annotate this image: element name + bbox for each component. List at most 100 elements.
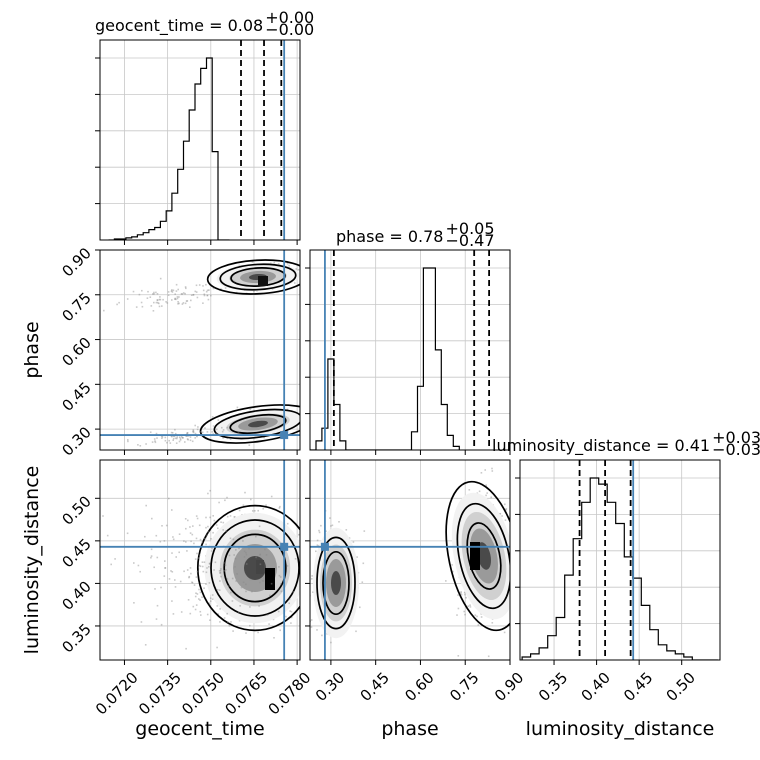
sample-point xyxy=(137,444,139,446)
sample-point xyxy=(237,431,240,433)
sample-point xyxy=(262,507,264,510)
sample-point xyxy=(232,538,235,541)
sample-point xyxy=(331,524,334,527)
sample-point xyxy=(186,300,189,302)
sample-point xyxy=(229,537,232,540)
sample-point xyxy=(242,581,245,584)
sample-point xyxy=(178,440,181,443)
sample-point xyxy=(236,573,238,575)
sample-point xyxy=(445,580,447,582)
sample-point xyxy=(222,429,225,431)
sample-point xyxy=(153,293,155,295)
sample-point xyxy=(307,570,309,572)
y-axis-label-luminosity_distance: luminosity_distance xyxy=(21,466,43,655)
sample-point xyxy=(218,570,221,572)
sample-point xyxy=(212,425,215,427)
sample-point xyxy=(184,441,186,443)
x-tick-label-phase: 0.45 xyxy=(357,669,393,705)
title-upper-error: +0.05 xyxy=(445,219,494,238)
sample-point xyxy=(198,554,201,556)
y-tick-label-phase: 0.75 xyxy=(58,289,94,325)
sample-point xyxy=(204,538,207,540)
sample-point xyxy=(290,622,292,624)
contour-2 xyxy=(206,259,300,295)
sample-point xyxy=(219,569,222,572)
sample-point xyxy=(245,553,248,556)
sample-point xyxy=(192,429,195,431)
sample-point xyxy=(102,515,104,517)
sample-point xyxy=(196,435,198,438)
x-tick-label-geocent_time: 0.0720 xyxy=(92,669,142,719)
sample-point xyxy=(219,621,221,623)
sample-point xyxy=(226,426,228,429)
sample-point xyxy=(191,582,194,584)
sample-point xyxy=(156,299,159,301)
sample-point xyxy=(257,631,259,634)
sample-point xyxy=(248,547,250,550)
sample-point xyxy=(189,306,191,308)
sample-point xyxy=(196,428,199,431)
sample-point xyxy=(468,489,471,491)
sample-point xyxy=(172,613,175,615)
sample-point xyxy=(239,605,241,607)
sample-point xyxy=(139,445,142,447)
sample-point xyxy=(133,562,135,564)
sample-point xyxy=(171,571,174,573)
sample-point xyxy=(227,621,229,623)
panel-frame xyxy=(309,459,511,661)
sample-point xyxy=(206,431,209,433)
sample-point xyxy=(216,589,219,591)
sample-point xyxy=(212,287,215,290)
sample-point xyxy=(226,612,228,615)
sample-point xyxy=(249,578,252,581)
sample-point xyxy=(209,489,211,492)
sample-point xyxy=(277,263,280,265)
sample-point xyxy=(363,530,366,532)
sample-point xyxy=(155,534,158,537)
sample-point xyxy=(185,647,187,650)
sample-point xyxy=(352,541,355,543)
density-shade-3 xyxy=(248,420,268,428)
sample-point xyxy=(249,606,251,608)
sample-point xyxy=(144,644,147,646)
contour-2 xyxy=(199,404,300,444)
sample-point xyxy=(222,521,225,524)
x-tick-label-luminosity_distance: 0.45 xyxy=(620,669,656,705)
sample-point xyxy=(167,291,170,293)
sample-point xyxy=(259,563,262,566)
sample-point xyxy=(316,531,318,533)
x-tick-label-phase: 0.60 xyxy=(401,669,437,705)
sample-point xyxy=(118,301,120,304)
sample-point xyxy=(199,431,201,433)
sample-point xyxy=(258,525,261,528)
sample-point xyxy=(311,578,313,580)
panel-frames xyxy=(95,39,721,665)
sample-point xyxy=(219,580,221,582)
sample-point xyxy=(171,299,173,301)
sample-point xyxy=(173,435,176,438)
sample-point xyxy=(242,540,244,542)
sample-point xyxy=(312,542,314,544)
sample-point xyxy=(234,566,236,568)
sample-point xyxy=(159,298,162,301)
sample-point xyxy=(228,585,230,587)
sample-point xyxy=(211,416,214,418)
sample-point xyxy=(233,554,235,556)
sample-point xyxy=(186,432,188,434)
sample-point xyxy=(262,580,265,582)
sample-point xyxy=(205,526,207,529)
sample-point xyxy=(185,541,187,543)
sample-point xyxy=(330,525,332,527)
sample-point xyxy=(345,529,348,531)
sample-point xyxy=(174,297,176,300)
sample-point xyxy=(150,555,153,557)
sample-point xyxy=(265,554,268,556)
sample-point xyxy=(197,557,200,559)
sample-point xyxy=(194,595,197,598)
sample-point xyxy=(301,633,303,635)
sample-point xyxy=(193,584,196,586)
density-shade-3 xyxy=(331,571,341,595)
panel-geocent_time-vs-phase xyxy=(103,259,300,447)
sample-point xyxy=(175,290,178,292)
sample-point xyxy=(206,294,209,297)
